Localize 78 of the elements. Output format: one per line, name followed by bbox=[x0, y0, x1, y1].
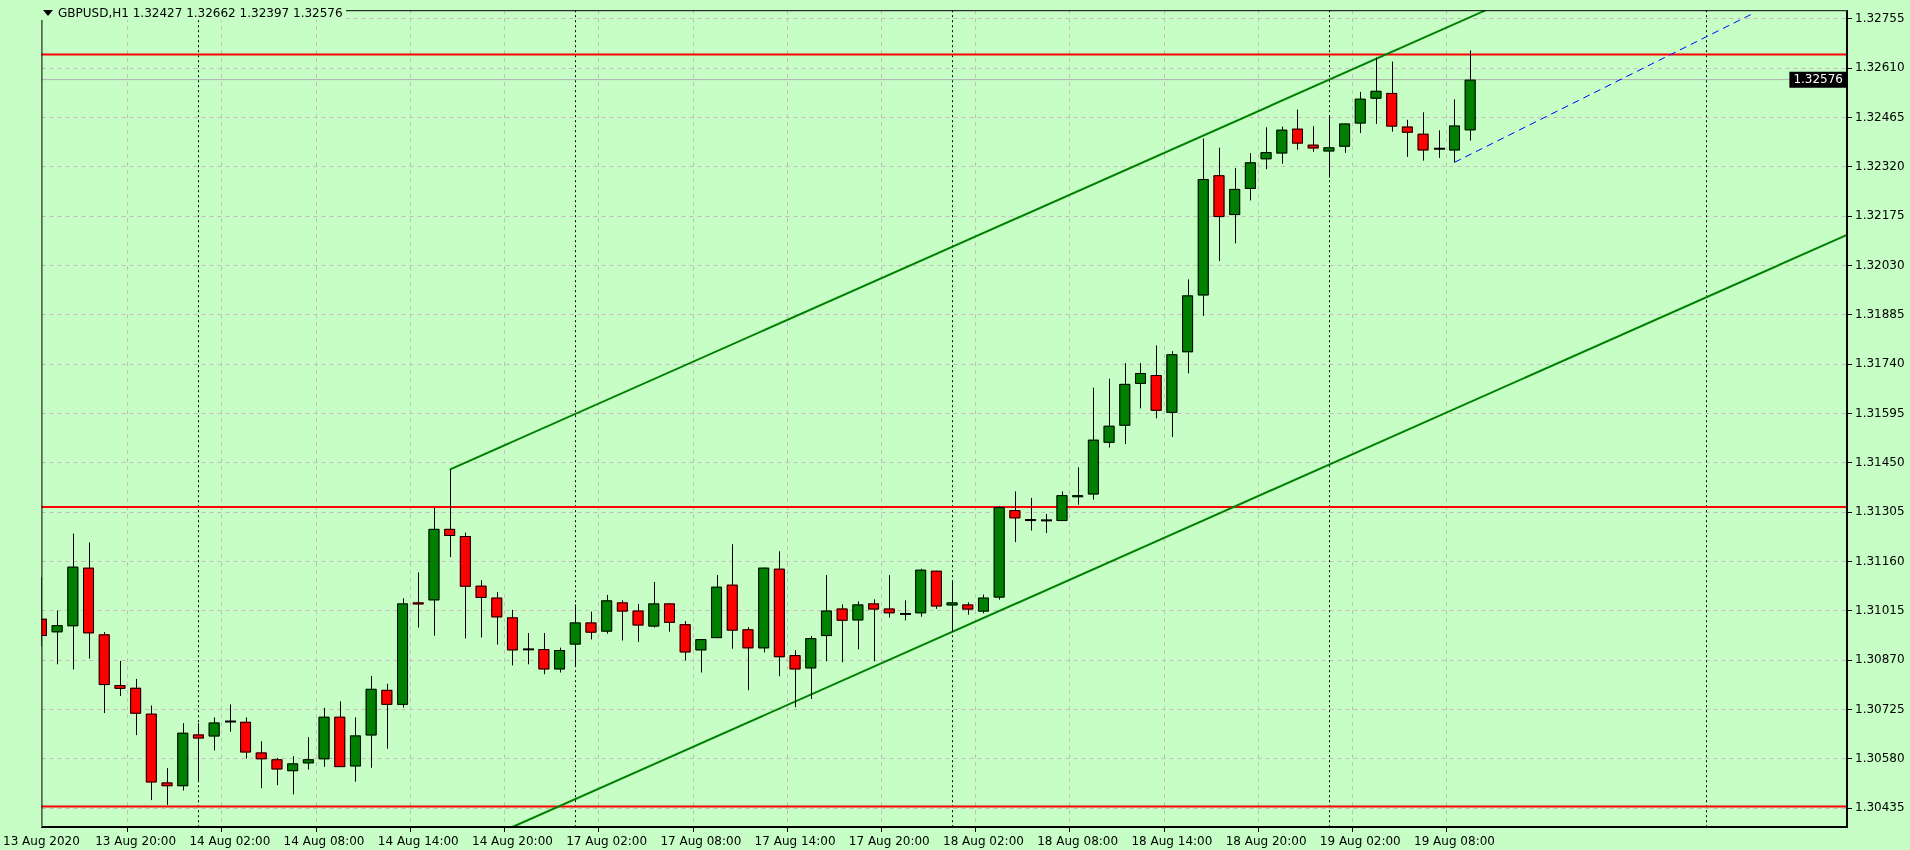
candlestick bbox=[491, 591, 503, 646]
y-tick-label: 1.32175 bbox=[1855, 208, 1905, 223]
y-tick-label: 1.32610 bbox=[1855, 60, 1905, 75]
candlestick bbox=[1276, 126, 1288, 165]
candlestick bbox=[1339, 123, 1351, 154]
candlestick bbox=[1323, 114, 1335, 179]
y-tick-label: 1.30580 bbox=[1855, 751, 1905, 766]
x-tick-label: 17 Aug 20:00 bbox=[848, 834, 930, 849]
candlestick bbox=[1433, 129, 1446, 159]
chart-title: GBPUSD,H1 1.32427 1.32662 1.32397 1.32576 bbox=[58, 6, 343, 20]
x-tick-label: 17 Aug 14:00 bbox=[754, 834, 836, 849]
candlestick bbox=[632, 603, 644, 643]
x-tick-label: 19 Aug 08:00 bbox=[1414, 834, 1495, 849]
candlestick bbox=[883, 574, 895, 619]
candlestick bbox=[287, 755, 299, 795]
y-tick-label: 1.32465 bbox=[1855, 109, 1905, 124]
candlestick bbox=[899, 599, 912, 621]
x-tick-label: 14 Aug 20:00 bbox=[471, 834, 553, 849]
x-tick-label: 13 Aug 20:00 bbox=[95, 834, 177, 849]
candlestick bbox=[271, 757, 283, 786]
candlestick bbox=[1040, 513, 1053, 534]
candlestick bbox=[114, 660, 126, 697]
x-tick-label: 13 Aug 2020 bbox=[3, 834, 80, 849]
y-tick-label: 1.31015 bbox=[1855, 603, 1905, 618]
y-tick-label: 1.31450 bbox=[1855, 454, 1905, 469]
candlestick bbox=[1260, 126, 1272, 170]
x-tick-label: 18 Aug 02:00 bbox=[943, 834, 1024, 849]
candlestick bbox=[475, 579, 487, 638]
candlestick bbox=[412, 571, 424, 629]
candlestick bbox=[381, 683, 393, 750]
candlestick bbox=[663, 602, 675, 633]
candlestick bbox=[1417, 111, 1429, 162]
candlestick bbox=[208, 716, 220, 751]
candlestick bbox=[554, 647, 566, 673]
candlestick bbox=[852, 600, 864, 650]
y-tick-label: 1.32320 bbox=[1855, 158, 1905, 173]
y-tick-label: 1.30870 bbox=[1855, 652, 1905, 667]
candlestick bbox=[648, 581, 660, 629]
candlestick bbox=[224, 703, 237, 733]
candlestick bbox=[1103, 378, 1115, 449]
candlestick bbox=[868, 598, 880, 662]
candlestick bbox=[302, 736, 314, 770]
y-tick-label: 1.30725 bbox=[1855, 701, 1905, 716]
candlestick bbox=[522, 632, 535, 665]
y-tick-label: 1.31740 bbox=[1855, 356, 1905, 371]
x-tick-label: 18 Aug 20:00 bbox=[1225, 834, 1307, 849]
y-tick-label: 1.32755 bbox=[1855, 10, 1905, 25]
x-tick-label: 17 Aug 08:00 bbox=[660, 834, 742, 849]
candlestick bbox=[51, 610, 63, 665]
candlestick bbox=[616, 599, 628, 641]
candlestick bbox=[538, 632, 550, 675]
candlestick bbox=[1291, 109, 1303, 151]
x-tick-label: 19 Aug 02:00 bbox=[1319, 834, 1401, 849]
candlestick bbox=[836, 603, 848, 663]
y-tick-label: 1.31160 bbox=[1855, 553, 1905, 568]
candlestick bbox=[977, 594, 989, 614]
ref-line-label: 1.32576 bbox=[1793, 71, 1843, 86]
x-tick-label: 18 Aug 08:00 bbox=[1037, 834, 1119, 849]
candlestick bbox=[1370, 57, 1382, 125]
candlestick bbox=[1401, 119, 1413, 158]
x-tick-label: 14 Aug 02:00 bbox=[189, 834, 271, 849]
y-tick-label: 1.32030 bbox=[1855, 257, 1905, 272]
candlestick bbox=[255, 740, 267, 789]
x-tick-label: 18 Aug 14:00 bbox=[1131, 834, 1213, 849]
candlestick bbox=[585, 611, 597, 640]
candlestick bbox=[1307, 125, 1319, 153]
y-tick-label: 1.30435 bbox=[1855, 800, 1905, 815]
candlestick bbox=[1072, 466, 1084, 506]
x-tick-label: 14 Aug 08:00 bbox=[283, 834, 365, 849]
x-tick-label: 14 Aug 14:00 bbox=[377, 834, 459, 849]
x-tick-label: 17 Aug 02:00 bbox=[566, 834, 648, 849]
y-tick-label: 1.31595 bbox=[1855, 405, 1905, 420]
y-tick-label: 1.31305 bbox=[1855, 504, 1905, 519]
candlestick bbox=[1134, 362, 1146, 409]
candlestick bbox=[742, 626, 754, 691]
candlestick bbox=[695, 638, 707, 673]
y-tick-label: 1.31885 bbox=[1855, 306, 1905, 321]
candlestick bbox=[789, 649, 801, 708]
